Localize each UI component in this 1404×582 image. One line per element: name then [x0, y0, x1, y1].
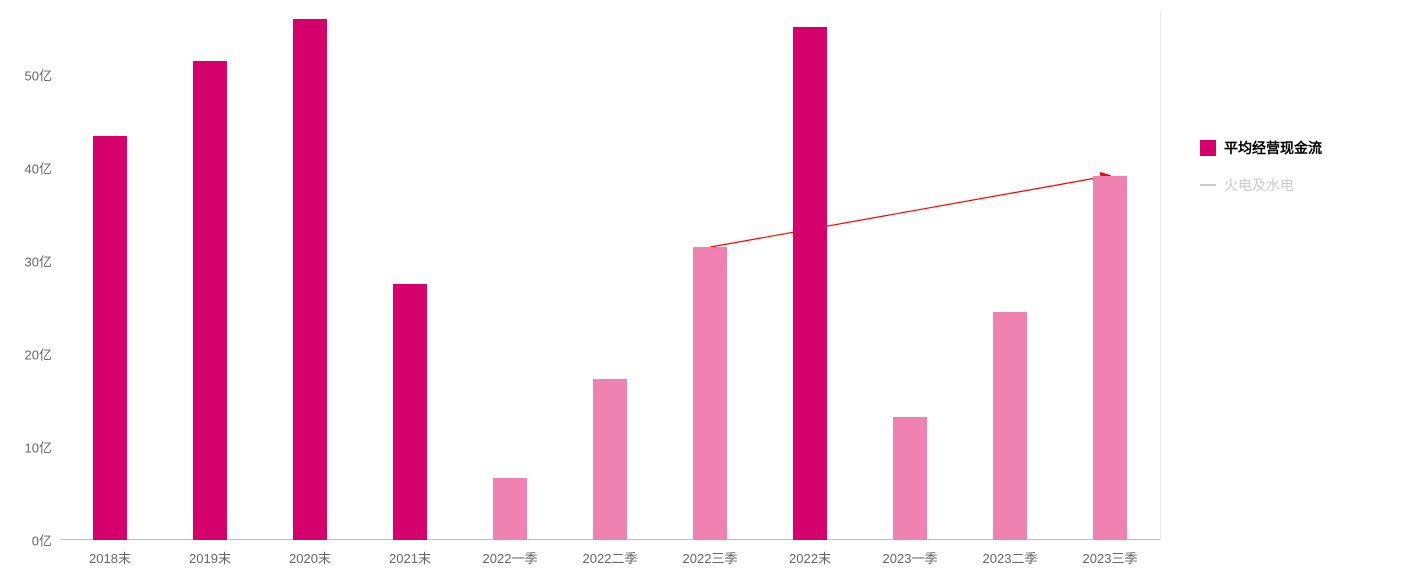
- bar[interactable]: [993, 312, 1027, 540]
- x-tick-label: 2023三季: [1083, 548, 1138, 567]
- bar[interactable]: [293, 19, 327, 540]
- legend-item[interactable]: 平均经营现金流: [1200, 140, 1380, 157]
- x-tick-label: 2023一季: [883, 548, 938, 567]
- chart-container: 0亿 10亿 20亿 30亿 40亿 50亿 2018末 2019末 2020末 2021末 202…: [0, 0, 1404, 582]
- x-tick-label: 2022二季: [583, 548, 638, 567]
- legend-swatch-bar: [1200, 140, 1216, 156]
- legend-label: 火电及水电: [1224, 177, 1294, 194]
- x-tick-label: 2023二季: [983, 548, 1038, 567]
- y-tick-label: 10亿: [25, 438, 52, 457]
- x-tick-label: 2020末: [289, 548, 331, 567]
- plot-area: 0亿10亿20亿30亿40亿50亿2018末2019末2020末2021末202…: [60, 10, 1161, 540]
- bar[interactable]: [1093, 176, 1127, 540]
- bar[interactable]: [493, 478, 527, 540]
- x-tick-label: 2021末: [389, 548, 431, 567]
- x-tick-label: 2022一季: [483, 548, 538, 567]
- y-tick-label: 20亿: [25, 345, 52, 364]
- y-tick-label: 40亿: [25, 159, 52, 178]
- bar[interactable]: [93, 136, 127, 540]
- y-tick-label: 30亿: [25, 252, 52, 271]
- bar[interactable]: [893, 417, 927, 540]
- legend-swatch-line: [1200, 184, 1216, 186]
- legend-item[interactable]: 火电及水电: [1200, 177, 1380, 194]
- bar[interactable]: [393, 284, 427, 540]
- x-tick-label: 2022三季: [683, 548, 738, 567]
- x-tick-label: 2018末: [89, 548, 131, 567]
- legend: 平均经营现金流火电及水电: [1200, 140, 1380, 214]
- y-tick-label: 0亿: [32, 531, 52, 550]
- y-tick-label: 50亿: [25, 66, 52, 85]
- bar[interactable]: [793, 27, 827, 540]
- legend-label: 平均经营现金流: [1224, 140, 1322, 157]
- bar[interactable]: [593, 379, 627, 540]
- x-tick-label: 2022末: [789, 548, 831, 567]
- bar[interactable]: [693, 247, 727, 540]
- bar[interactable]: [193, 61, 227, 540]
- x-tick-label: 2019末: [189, 548, 231, 567]
